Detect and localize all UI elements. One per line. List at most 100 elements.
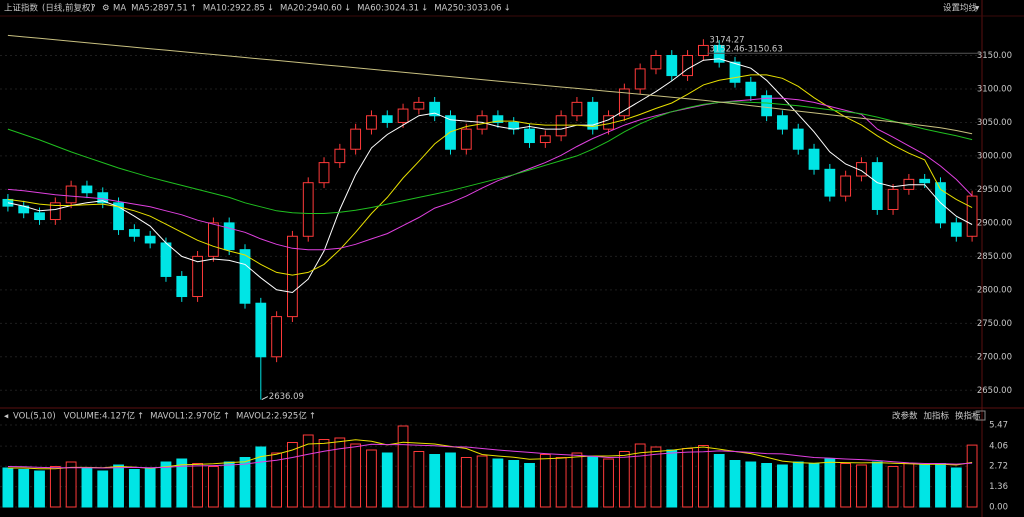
help-icon[interactable]: ? — [91, 4, 96, 14]
legend-trend: ↑ — [223, 412, 230, 422]
y-tick-label: 2650.00 — [977, 386, 1012, 396]
settings-icon[interactable]: ⚙ — [102, 4, 110, 14]
candle-body — [113, 202, 124, 231]
volume-bar — [350, 443, 362, 508]
candle-body — [966, 195, 978, 237]
volume-bar — [935, 463, 946, 508]
legend-entry: MA10:2922.85 — [203, 4, 265, 14]
volume-bar — [2, 467, 14, 508]
volume-bar — [966, 444, 978, 508]
y-tick-label: 3150.00 — [977, 51, 1012, 61]
candle-body — [713, 44, 725, 63]
volume-bar — [792, 461, 804, 508]
y-tick-label: 2700.00 — [977, 352, 1012, 362]
y-tick-label: 1.36 — [989, 482, 1008, 492]
dropdown-icon[interactable]: ▾ — [975, 4, 980, 14]
candle-body — [745, 81, 757, 97]
close-button[interactable] — [975, 410, 986, 421]
volume-bar — [144, 467, 156, 508]
ma-line — [7, 74, 973, 276]
volume-bar — [460, 457, 472, 508]
indicator-button[interactable]: 换指标 — [955, 411, 981, 422]
volume-bar — [950, 467, 962, 508]
legend-trend: ↓ — [421, 4, 428, 14]
candle-body — [666, 54, 678, 77]
volume-bar — [713, 454, 725, 508]
volume-bar — [697, 445, 709, 508]
volume-bar — [113, 464, 124, 508]
volume-bar — [239, 457, 251, 508]
candle-body — [271, 316, 283, 358]
candle-body — [34, 212, 45, 221]
volume-bar — [271, 452, 283, 508]
candle-body — [792, 128, 804, 150]
volume-bar — [366, 449, 377, 508]
volume-bar — [318, 439, 330, 508]
y-tick-label: 3100.00 — [977, 84, 1012, 94]
candle-body — [808, 148, 820, 170]
candle-body — [697, 44, 709, 56]
candle-body — [207, 222, 219, 257]
candle-body — [302, 182, 314, 237]
candle-body — [871, 162, 883, 210]
candle-body — [239, 249, 251, 304]
y-tick-label: 2850.00 — [977, 252, 1012, 262]
candle-body — [524, 128, 535, 144]
collapse-icon[interactable]: ◂ — [4, 412, 9, 422]
volume-bar — [856, 464, 867, 508]
volume-title: VOL(5,10) — [13, 412, 56, 422]
legend-entry: MAVOL2:2.925亿 — [236, 411, 307, 422]
volume-bar — [603, 458, 614, 508]
legend-trend: ↓ — [504, 4, 511, 14]
candle-body — [555, 115, 567, 137]
legend-trend: ↑ — [190, 4, 197, 14]
candle-body — [460, 128, 472, 150]
legend-entry: MA60:3024.31 — [357, 4, 419, 14]
candle-body — [571, 101, 583, 117]
candle-body — [618, 88, 630, 117]
volume-bar — [666, 449, 678, 508]
volume-bar — [255, 446, 267, 508]
volume-bar — [413, 451, 425, 508]
y-tick-label: 4.06 — [989, 442, 1008, 452]
candle-body — [176, 275, 188, 298]
candle-body — [634, 68, 646, 90]
settings-button[interactable]: 设置均线 — [943, 3, 978, 14]
legend-trend: ↑ — [137, 412, 144, 422]
candle-body — [413, 101, 425, 110]
candle-body — [950, 222, 962, 237]
candle-body — [318, 162, 330, 184]
candle-body — [223, 222, 235, 251]
volume-bar — [919, 464, 931, 508]
volume-bar — [840, 463, 852, 508]
volume-bar — [524, 463, 535, 508]
annotation: 3152.46-3150.63 — [709, 45, 782, 55]
indicator-button[interactable]: 改参数 — [892, 411, 918, 422]
volume-ma-line — [7, 443, 973, 469]
volume-bar — [634, 443, 646, 508]
legend-trend: ↑ — [309, 412, 316, 422]
volume-bar — [777, 464, 788, 508]
annotation: 2636.09 — [269, 392, 304, 402]
indicator-button[interactable]: 加指标 — [924, 411, 950, 422]
candle-body — [255, 302, 267, 358]
candle-body — [65, 185, 77, 204]
y-tick-label: 2800.00 — [977, 285, 1012, 295]
volume-bar — [97, 470, 109, 508]
volume-bar — [81, 467, 93, 508]
candle-body — [160, 242, 172, 277]
candle-body — [492, 115, 504, 123]
volume-bar — [397, 425, 409, 508]
volume-bar — [492, 458, 504, 508]
volume-bar — [176, 458, 188, 508]
candle-body — [381, 115, 393, 123]
ma-line — [7, 58, 973, 294]
volume-bar — [192, 463, 203, 508]
volume-bar — [729, 460, 741, 508]
candle-body — [587, 101, 599, 130]
candle-body — [650, 54, 662, 70]
ma-line — [7, 34, 973, 135]
legend-entry: MAVOL1:2.970亿 — [150, 411, 221, 422]
